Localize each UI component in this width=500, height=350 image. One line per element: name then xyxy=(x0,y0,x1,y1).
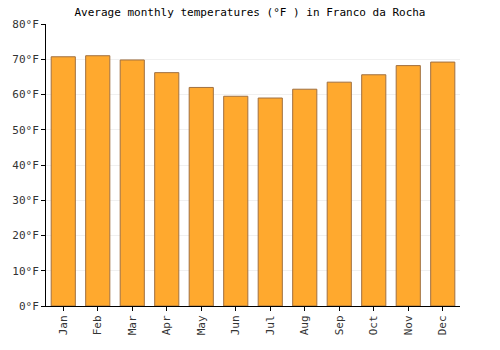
svg-text:20°F: 20°F xyxy=(12,229,39,242)
svg-text:Apr: Apr xyxy=(160,315,173,335)
svg-text:0°F: 0°F xyxy=(19,300,39,313)
svg-text:Oct: Oct xyxy=(367,315,380,335)
svg-text:Feb: Feb xyxy=(91,315,104,335)
svg-text:Nov: Nov xyxy=(402,315,415,335)
svg-text:Jul: Jul xyxy=(264,315,277,335)
svg-text:60°F: 60°F xyxy=(12,88,39,101)
svg-text:10°F: 10°F xyxy=(12,265,39,278)
svg-text:50°F: 50°F xyxy=(12,124,39,137)
svg-text:Jun: Jun xyxy=(229,315,242,335)
svg-text:30°F: 30°F xyxy=(12,194,39,207)
svg-text:70°F: 70°F xyxy=(12,53,39,66)
svg-text:80°F: 80°F xyxy=(12,18,39,31)
svg-text:Dec: Dec xyxy=(436,315,449,335)
svg-text:40°F: 40°F xyxy=(12,159,39,172)
svg-text:Sep: Sep xyxy=(333,315,346,335)
svg-text:May: May xyxy=(195,315,208,335)
svg-text:Average monthly temperatures (: Average monthly temperatures (°F ) in Fr… xyxy=(75,6,426,19)
svg-text:Jan: Jan xyxy=(57,315,70,335)
svg-text:Aug: Aug xyxy=(298,315,311,335)
svg-text:Mar: Mar xyxy=(126,315,139,335)
